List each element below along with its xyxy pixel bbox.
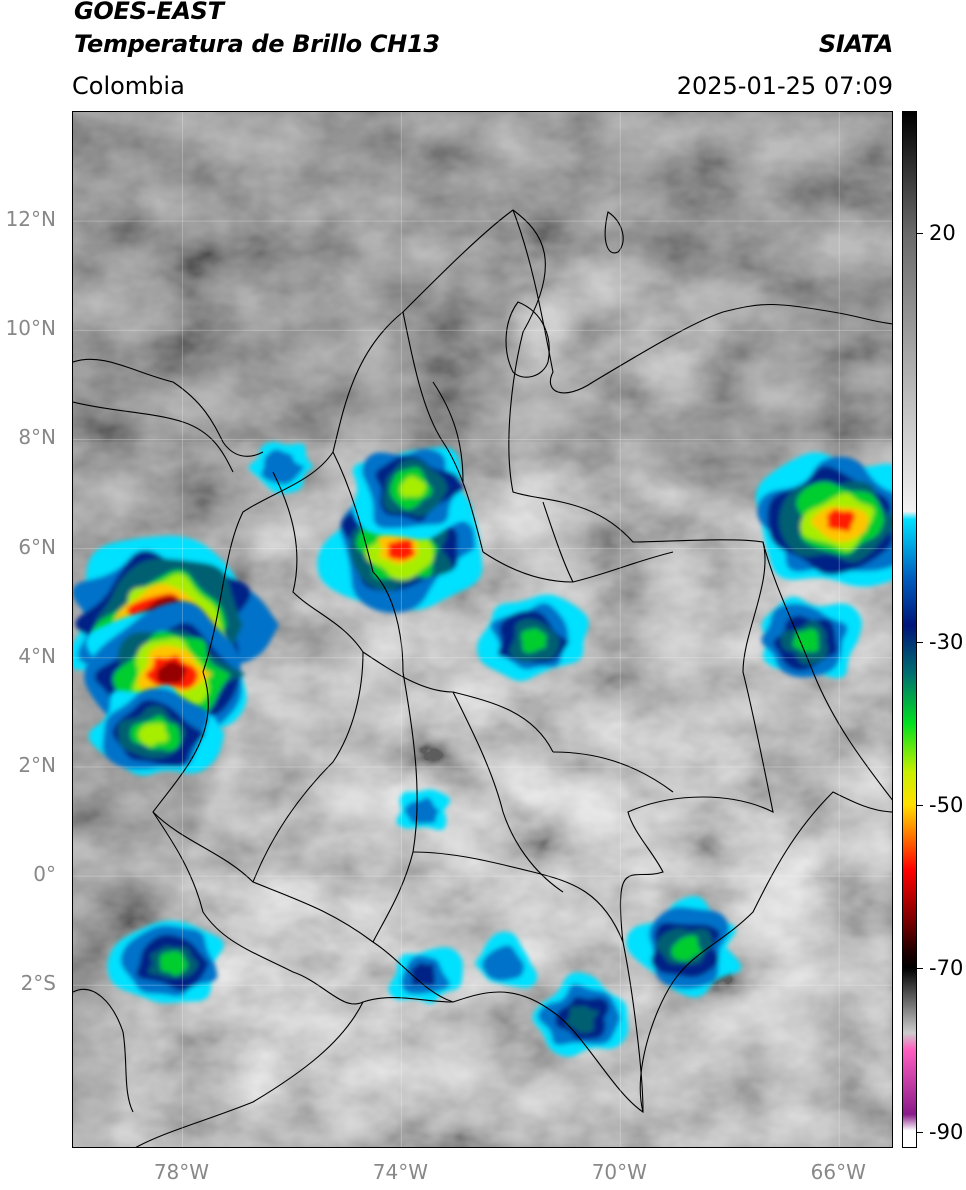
colorbar-tick-mark [917,805,923,807]
agency-label: SIATA [818,30,893,58]
dept-8 [452,691,564,893]
arauca-cell [477,594,589,681]
latitude-tick-label: 0° [33,862,56,887]
dept-4 [482,551,674,583]
map-canvas [73,112,892,1147]
colorbar-tick-mark [917,233,923,235]
latitude-tick-label: 8°N [18,425,56,450]
dept-9 [412,851,624,943]
brazil-border [639,791,892,1113]
dept-11 [432,381,464,483]
satellite-map[interactable] [72,111,893,1148]
datetime-label: 2025-01-25 07:09 [676,72,893,100]
dept-7 [552,751,674,793]
north-antioquia-cell [352,447,473,540]
colorbar-tick-label: -90 [929,1119,964,1144]
ecuador-small-cell [107,920,224,1004]
colorbar [902,111,917,1148]
graticule [73,112,892,1147]
central-america [73,358,264,457]
latitude-tick-label: 2°N [18,752,56,777]
ecuador-border [152,811,454,1005]
ecuador-coast [73,988,134,1113]
maracaibo-lake [505,301,550,378]
dept-12 [542,501,574,583]
venezuela-coast [512,209,892,394]
colorbar-tick-label: 20 [929,221,956,246]
convective-systems [73,441,892,1057]
venezuela-east-cell [755,452,892,587]
longitude-tick-label: 66°W [810,1160,866,1184]
guaviare-cell [396,789,450,831]
longitude-tick-label: 70°W [591,1160,647,1184]
caqueta-cell [475,931,538,989]
colorbar-tick-mark [917,1131,923,1133]
paraguana [604,211,624,254]
region-label: Colombia [72,72,185,100]
latitude-tick-label: 2°S [20,971,56,996]
colorbar-tick-mark [917,641,923,643]
latitude-tick-label: 10°N [5,316,56,341]
satellite-title: GOES-EAST [74,0,224,25]
latitude-tick-label: 12°N [5,207,56,232]
amazon-south-cell [532,972,629,1057]
dept-1 [272,471,364,653]
amazon-vaupes-cell [626,896,742,998]
cordoba-cell [248,441,314,494]
venezuela-small-cell [761,596,862,679]
dept-10 [252,651,364,883]
latitude-tick-label: 6°N [18,534,56,559]
colorbar-tick-label: -30 [929,629,964,654]
dept-3 [402,311,484,553]
panama [73,401,234,473]
product-title: Temperatura de Brillo CH13 [74,30,440,58]
peru-border [135,1001,364,1147]
putumayo-cell [388,947,463,1004]
longitude-tick-label: 78°W [153,1160,210,1184]
colorbar-tick-label: -50 [929,793,964,818]
dept-6 [372,671,418,943]
political-boundaries [73,209,892,1147]
colorbar-tick-label: -70 [929,956,964,981]
dept-2 [332,451,404,673]
pacific-cell-coast [88,685,225,776]
colorbar-tick-mark [917,968,923,970]
longitude-tick-label: 74°W [372,1160,429,1184]
guyana-border [762,541,892,801]
latitude-tick-label: 4°N [18,643,56,668]
